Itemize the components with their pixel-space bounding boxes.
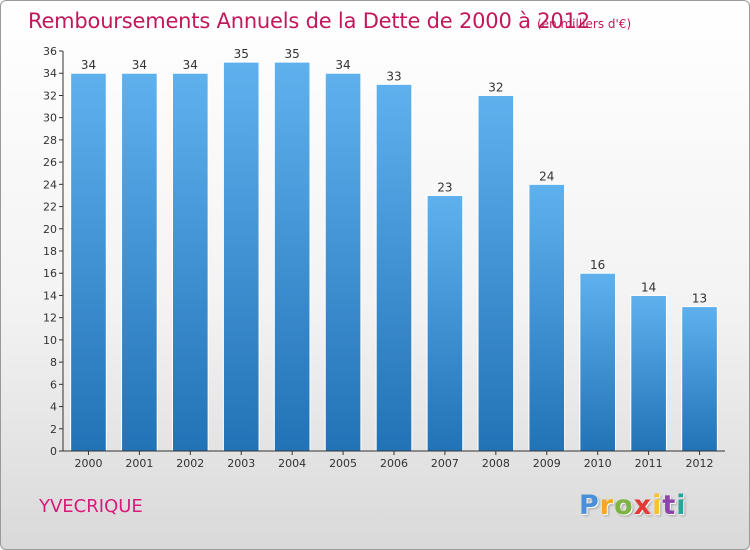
y-tick-label: 22 — [43, 201, 57, 214]
logo-letter: P — [579, 490, 600, 521]
y-tick-label: 8 — [50, 356, 57, 369]
logo-letter: o — [614, 490, 634, 521]
x-tick-label-2006: 2006 — [380, 457, 408, 470]
bar-2000 — [70, 72, 107, 452]
bar-2012 — [681, 306, 718, 452]
logo-letter: t — [662, 490, 677, 521]
bars: 34 34 34 35 35 34 33 23 32 24 16 14 13 — [70, 47, 718, 452]
y-tick-label: 16 — [43, 267, 57, 280]
data-label-2007: 23 — [437, 180, 452, 194]
y-tick-label: 32 — [43, 89, 57, 102]
logo-letter: i — [676, 490, 687, 521]
y-tick-label: 34 — [43, 67, 57, 80]
y-tick-label: 6 — [50, 378, 57, 391]
x-axis: 2000 2001 2002 2003 2004 2005 2006 2007 2008 2009… — [63, 450, 725, 470]
y-tick-label: 4 — [50, 401, 57, 414]
data-label-2001: 34 — [132, 58, 147, 72]
commune-name: YVECRIQUE — [39, 496, 143, 517]
x-tick-label-2008: 2008 — [482, 457, 510, 470]
bar-2009 — [528, 183, 566, 452]
data-label-2000: 34 — [81, 58, 96, 72]
y-tick-label: 20 — [43, 223, 57, 236]
bar-2006 — [375, 83, 413, 452]
x-tick-label-2002: 2002 — [176, 457, 204, 470]
bar-2010 — [579, 272, 617, 452]
x-tick-label-2000: 2000 — [74, 457, 102, 470]
y-tick-label: 30 — [43, 112, 57, 125]
bar-2007 — [426, 194, 464, 452]
chart-subtitle: (en milliers d'€) — [537, 17, 632, 31]
data-label-2005: 34 — [335, 58, 350, 72]
y-tick-label: 36 — [43, 45, 57, 58]
x-tick-label-2001: 2001 — [125, 457, 153, 470]
y-tick-label: 24 — [43, 178, 57, 191]
x-tick-label-2005: 2005 — [329, 457, 357, 470]
bar-2005 — [324, 72, 362, 452]
data-label-2012: 13 — [692, 292, 707, 306]
y-tick-label: 12 — [43, 312, 57, 325]
data-label-2004: 35 — [285, 47, 300, 61]
bar-2004 — [273, 61, 311, 452]
data-label-2011: 14 — [641, 280, 656, 294]
bar-2002 — [171, 72, 209, 452]
x-tick-label-2004: 2004 — [278, 457, 306, 470]
y-tick-label: 14 — [43, 289, 57, 302]
logo-letter: r — [599, 490, 615, 521]
x-tick-label-2009: 2009 — [533, 457, 561, 470]
x-tick-label-2012: 2012 — [686, 457, 714, 470]
bar-2001 — [121, 72, 158, 452]
x-tick-label-2003: 2003 — [227, 457, 255, 470]
y-tick-label: 26 — [43, 156, 57, 169]
y-tick-label: 10 — [43, 334, 57, 347]
logo-letter: i — [652, 490, 663, 521]
bar-2008 — [477, 94, 515, 452]
logo-letter: x — [633, 490, 653, 521]
data-label-2008: 32 — [488, 80, 503, 94]
data-label-2009: 24 — [539, 169, 554, 183]
bar-2011 — [630, 294, 667, 452]
y-tick-label: 28 — [43, 134, 57, 147]
data-label-2006: 33 — [386, 69, 401, 83]
y-tick-label: 18 — [43, 245, 57, 258]
x-tick-label-2007: 2007 — [431, 457, 459, 470]
x-tick-label-2011: 2011 — [635, 457, 663, 470]
data-label-2010: 16 — [590, 258, 605, 272]
x-tick-label-2010: 2010 — [584, 457, 612, 470]
y-tick-label: 0 — [50, 445, 57, 458]
data-label-2002: 34 — [183, 58, 198, 72]
y-tick-label: 2 — [50, 423, 57, 436]
data-label-2003: 35 — [234, 47, 249, 61]
bar-2003 — [222, 61, 260, 452]
chart-title: Remboursements Annuels de la Dette de 20… — [28, 9, 590, 33]
proxiti-logo: Proxiti — [579, 490, 687, 521]
